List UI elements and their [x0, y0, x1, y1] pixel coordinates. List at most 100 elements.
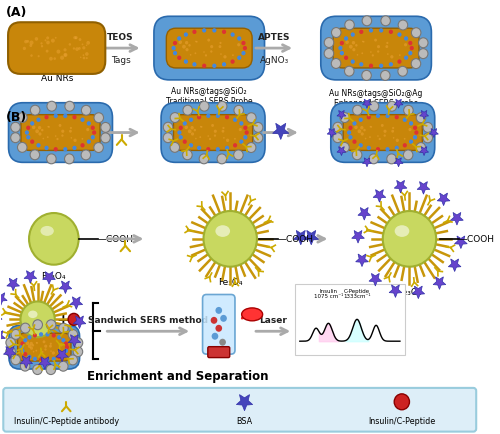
Circle shape [239, 140, 244, 145]
Circle shape [233, 118, 237, 123]
Circle shape [75, 48, 79, 52]
Text: AgNO₃: AgNO₃ [260, 56, 288, 65]
Circle shape [234, 151, 243, 161]
Circle shape [49, 345, 52, 348]
Circle shape [63, 115, 68, 119]
Circle shape [86, 140, 91, 145]
Circle shape [25, 131, 29, 135]
Circle shape [30, 41, 34, 46]
Circle shape [20, 323, 30, 333]
Circle shape [32, 126, 35, 130]
Circle shape [34, 38, 38, 42]
Polygon shape [7, 279, 20, 291]
Circle shape [210, 51, 212, 53]
Circle shape [33, 333, 37, 338]
Circle shape [62, 338, 66, 342]
Circle shape [404, 56, 408, 61]
Circle shape [65, 345, 69, 349]
Circle shape [408, 42, 412, 46]
Circle shape [412, 29, 421, 39]
Text: Au NRs@tags@SiO₂@Ag
Enhanced SERS probe: Au NRs@tags@SiO₂@Ag Enhanced SERS probe [330, 89, 423, 108]
Text: (B): (B) [6, 110, 28, 123]
Circle shape [347, 131, 351, 135]
Text: Laser: Laser [259, 316, 287, 325]
Circle shape [185, 42, 188, 45]
Text: Enrichment and Separation: Enrichment and Separation [87, 369, 268, 382]
Circle shape [26, 41, 29, 44]
Circle shape [386, 46, 388, 49]
Circle shape [30, 151, 40, 161]
Circle shape [44, 40, 46, 42]
Circle shape [254, 123, 263, 133]
Circle shape [46, 320, 56, 330]
Circle shape [222, 128, 224, 130]
Circle shape [52, 333, 56, 338]
Circle shape [178, 131, 182, 135]
Circle shape [82, 47, 86, 50]
Polygon shape [454, 237, 467, 249]
Circle shape [82, 55, 84, 57]
Circle shape [94, 143, 104, 153]
Circle shape [409, 140, 413, 145]
Circle shape [172, 47, 175, 51]
Ellipse shape [40, 227, 54, 237]
Circle shape [33, 351, 34, 353]
Circle shape [389, 63, 393, 67]
Circle shape [52, 357, 56, 361]
Circle shape [188, 45, 190, 47]
Circle shape [46, 332, 50, 337]
Circle shape [20, 345, 24, 349]
Circle shape [72, 116, 76, 120]
Polygon shape [56, 349, 68, 362]
Circle shape [394, 394, 409, 410]
Circle shape [57, 335, 62, 340]
Text: —COOH: —COOH [278, 235, 314, 244]
Circle shape [379, 65, 384, 69]
Circle shape [82, 44, 84, 46]
Circle shape [387, 155, 396, 164]
Circle shape [398, 21, 407, 31]
Circle shape [381, 17, 390, 27]
FancyBboxPatch shape [321, 17, 432, 81]
Circle shape [386, 115, 390, 119]
Circle shape [355, 45, 358, 47]
Polygon shape [394, 100, 403, 109]
Circle shape [208, 39, 210, 43]
Circle shape [68, 330, 78, 340]
Circle shape [78, 39, 82, 42]
Circle shape [408, 52, 412, 56]
Circle shape [344, 67, 354, 77]
Circle shape [182, 46, 186, 49]
Circle shape [70, 138, 72, 139]
Circle shape [73, 347, 83, 357]
Circle shape [244, 131, 249, 135]
Circle shape [58, 323, 68, 333]
Circle shape [18, 113, 27, 123]
Circle shape [242, 42, 246, 46]
Circle shape [352, 140, 356, 145]
Circle shape [20, 342, 24, 346]
Circle shape [55, 38, 56, 39]
Circle shape [416, 143, 426, 153]
Circle shape [387, 54, 388, 56]
Circle shape [100, 134, 110, 144]
Text: Fe₃O₄: Fe₃O₄ [218, 277, 242, 286]
Circle shape [68, 44, 71, 46]
Polygon shape [358, 208, 370, 220]
Circle shape [396, 139, 399, 143]
Circle shape [352, 151, 362, 161]
Circle shape [41, 129, 43, 132]
Text: Sandwich SERS method: Sandwich SERS method [88, 316, 208, 325]
Text: Insulin/C-Peptide antibody: Insulin/C-Peptide antibody [14, 416, 119, 425]
Circle shape [36, 342, 38, 344]
Text: TEOS: TEOS [108, 33, 134, 42]
Circle shape [352, 122, 356, 126]
Polygon shape [59, 281, 72, 294]
Circle shape [392, 131, 394, 133]
Circle shape [344, 37, 348, 42]
Circle shape [344, 56, 348, 61]
Circle shape [54, 58, 56, 61]
Circle shape [90, 126, 95, 131]
Text: Fe₃O₄: Fe₃O₄ [42, 271, 66, 280]
Circle shape [418, 49, 428, 59]
